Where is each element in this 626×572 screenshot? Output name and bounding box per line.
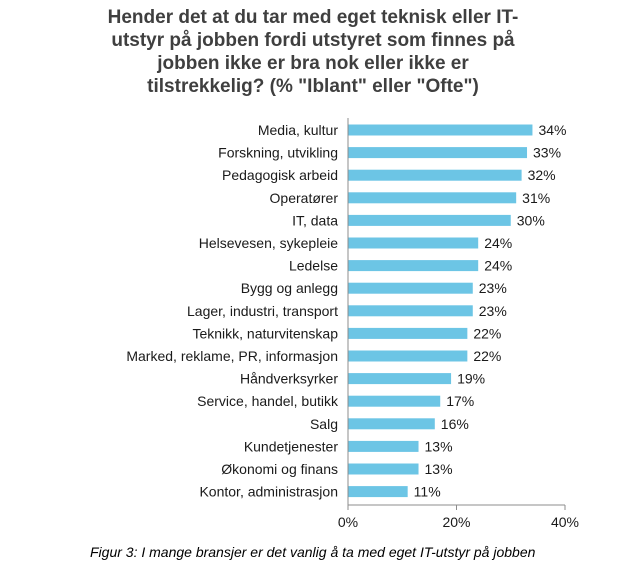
figure-caption: Figur 3: I mange bransjer er det vanlig … [90,544,536,560]
category-label: Kundetjenester [244,438,339,454]
category-label: Marked, reklame, PR, informasjon [126,348,338,364]
value-label: 24% [484,235,512,251]
bar [348,192,517,204]
category-label: IT, data [292,212,338,228]
bar [348,147,528,159]
value-label: 33% [533,145,561,161]
x-tick-label: 40% [551,514,579,530]
category-label: Salg [310,416,338,432]
category-label: Lager, industri, transport [187,303,338,319]
value-label: 11% [414,484,441,500]
category-label: Operatører [270,190,339,206]
x-tick-label: 0% [338,514,358,530]
value-label: 13% [425,438,453,454]
bar [348,463,419,475]
chart-title-line: jobben ikke er bra nok eller ikke er [157,53,469,74]
bar [348,169,522,181]
bar [348,282,473,294]
value-label: 34% [538,122,566,138]
bar [348,327,468,339]
category-label: Ledelse [289,258,338,274]
category-label: Pedagogisk arbeid [222,167,338,183]
value-label: 32% [528,167,556,183]
bar [348,237,479,249]
value-label: 31% [522,190,550,206]
bar [348,418,435,430]
category-label: Forskning, utvikling [218,145,338,161]
value-label: 22% [473,325,501,341]
bar [348,305,473,317]
bar [348,395,441,407]
value-label: 13% [425,461,453,477]
category-label: Kontor, administrasjon [199,484,338,500]
chart-title-line: utstyr på jobben fordi utstyret som finn… [111,30,515,51]
chart-title-line: tilstrekkelig? (% "Iblant" eller "Ofte") [147,76,479,97]
value-label: 30% [517,212,545,228]
value-label: 19% [457,371,485,387]
value-label: 23% [479,280,507,296]
value-label: 22% [473,348,501,364]
chart-title-line: Hender det at du tar med eget teknisk el… [107,7,519,28]
bar-chart: Media, kultur 34% Forskning, utvikling 33% P… [126,118,579,530]
value-label: 24% [484,258,512,274]
bar [348,373,452,385]
value-label: 16% [441,416,469,432]
bar [348,124,533,136]
category-label: Bygg og anlegg [241,280,338,296]
category-label: Media, kultur [258,122,338,138]
category-label: Helsevesen, sykepleie [199,235,339,251]
category-label: Teknikk, naturvitenskap [192,325,338,341]
value-label: 23% [479,303,507,319]
bar [348,350,468,362]
chart-title: Hender det at du tar med eget teknisk el… [40,6,586,98]
bar [348,260,479,272]
category-label: Økonomi og finans [221,461,338,477]
bar [348,486,408,498]
category-label: Service, handel, butikk [197,393,339,409]
value-label: 17% [446,393,474,409]
x-tick-label: 20% [442,514,470,530]
bar [348,440,419,452]
bar [348,214,511,226]
category-label: Håndverksyrker [240,371,338,387]
